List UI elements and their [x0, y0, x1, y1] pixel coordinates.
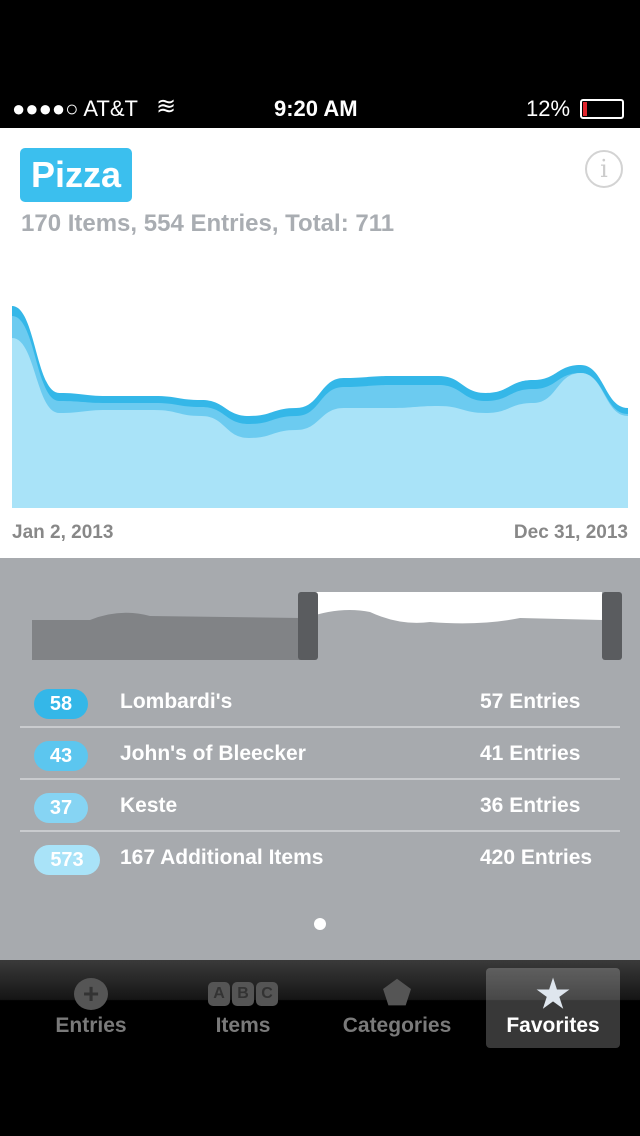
entry-count: 420 Entries	[480, 846, 593, 869]
item-name: Keste	[120, 794, 178, 817]
area-series-2	[12, 338, 628, 508]
tab-categories[interactable]: ⬟ Categories	[330, 968, 464, 1048]
count-badge: 43	[34, 741, 88, 771]
tab-label: Favorites	[506, 1014, 600, 1037]
list-item[interactable]: 37 Keste 36 Entries	[20, 780, 620, 832]
abc-letter: C	[256, 982, 278, 1006]
tags-icon: ⬟	[383, 975, 411, 1011]
start-date: Jan 2, 2013	[12, 522, 114, 543]
page-indicator-dot[interactable]	[314, 918, 326, 930]
chart-card: Pizza i 170 Items, 554 Entries, Total: 7…	[0, 128, 640, 558]
area-chart	[12, 306, 628, 508]
entry-count: 41 Entries	[480, 742, 581, 765]
count-badge: 58	[34, 689, 88, 719]
range-handle-right[interactable]	[602, 592, 622, 660]
tab-label: Items	[215, 1014, 271, 1037]
count-badge: 573	[34, 845, 100, 875]
tab-entries[interactable]: + Entries	[24, 968, 158, 1048]
battery-percent: 12%	[526, 96, 571, 121]
item-name: John's of Bleecker	[120, 742, 306, 765]
time: 9:20 AM	[274, 96, 358, 121]
wifi-icon: ≋	[156, 93, 177, 120]
range-handle-left[interactable]	[298, 592, 318, 660]
list-item[interactable]: 43 John's of Bleecker 41 Entries	[20, 728, 620, 780]
carrier: ●●●●○ AT&T	[12, 96, 138, 121]
category-title: Pizza	[20, 148, 133, 202]
battery-icon	[580, 99, 624, 119]
tab-label: Entries	[55, 1014, 127, 1037]
item-name: 167 Additional Items	[120, 846, 324, 869]
status-bar: ●●●●○ AT&T ≋ 9:20 AM 12%	[0, 90, 640, 128]
tab-favorites[interactable]: ★ Favorites	[486, 968, 620, 1048]
abc-letter: A	[208, 982, 230, 1006]
abc-letter: B	[232, 982, 254, 1006]
end-date: Dec 31, 2013	[513, 522, 628, 543]
summary: 170 Items, 554 Entries, Total: 711	[21, 210, 395, 237]
detail-panel: 58 Lombardi's 57 Entries 43 John's of Bleeck…	[0, 558, 640, 960]
add-entry-icon: +	[74, 978, 108, 1010]
entry-count: 36 Entries	[480, 794, 581, 817]
list-item[interactable]: 58 Lombardi's 57 Entries	[20, 676, 620, 728]
list-item[interactable]: 573 167 Additional Items 420 Entries	[20, 832, 620, 884]
item-name: Lombardi's	[120, 690, 233, 713]
count-badge: 37	[34, 793, 88, 823]
info-icon[interactable]: i	[585, 150, 623, 188]
range-selector[interactable]	[0, 588, 640, 698]
entry-count: 57 Entries	[480, 690, 581, 713]
star-icon: ★	[535, 974, 571, 1016]
tab-label: Categories	[342, 1014, 452, 1037]
